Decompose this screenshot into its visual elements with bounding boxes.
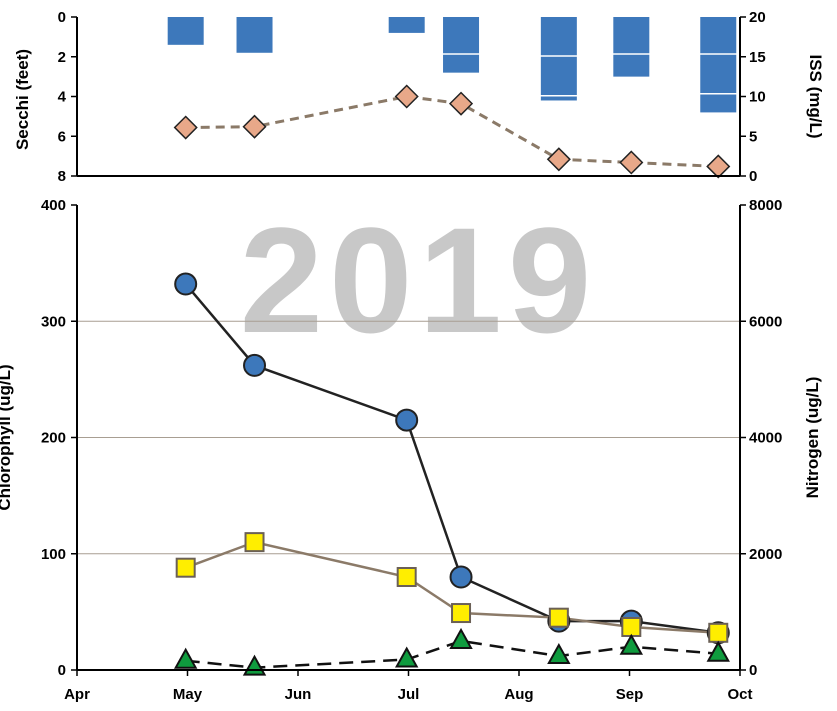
secchi-tick-label: 8: [58, 168, 66, 185]
square-point: [621, 616, 642, 637]
iss-point: [242, 114, 267, 139]
secchi-bar: [540, 96, 577, 101]
month-tick-label: Jul: [398, 686, 420, 703]
secchi-tick-label: 4: [58, 89, 67, 106]
chl-axis-label: Chlorophyll (ug/L): [0, 364, 14, 510]
square-point: [451, 603, 472, 624]
square-point: [708, 622, 729, 643]
month-tick-label: Apr: [64, 686, 90, 703]
month-tick-label: Aug: [504, 686, 533, 703]
secchi-bar: [700, 94, 737, 113]
n-tick-label: 4000: [749, 430, 782, 447]
chl-tick-label: 200: [41, 430, 66, 447]
circle-point: [449, 565, 473, 589]
triangle-point: [173, 647, 198, 669]
n-tick-label: 0: [749, 662, 757, 679]
month-tick-label: Sep: [616, 686, 644, 703]
secchi-bar: [443, 54, 480, 73]
secchi-bar: [236, 17, 273, 53]
triangle-point: [619, 633, 644, 655]
square-point: [175, 557, 196, 578]
secchi-bar: [540, 17, 577, 56]
iss-tick-label: 0: [749, 168, 757, 185]
month-tick-label: May: [173, 686, 203, 703]
secchi-bar: [388, 17, 425, 33]
circle-point: [243, 353, 267, 377]
n-axis-label: Nitrogen (ug/L): [803, 377, 822, 499]
chl-tick-label: 100: [41, 546, 66, 563]
month-tick-label: Oct: [727, 686, 752, 703]
chl-tick-label: 300: [41, 313, 66, 330]
iss-tick-label: 10: [749, 89, 766, 106]
iss-line: [185, 94, 719, 168]
year-watermark: 2019: [240, 196, 598, 364]
secchi-bar: [167, 17, 204, 45]
iss-point: [546, 147, 571, 172]
secchi-bar: [700, 54, 737, 94]
iss-point: [706, 154, 731, 179]
square-point: [548, 607, 569, 628]
n-tick-label: 2000: [749, 546, 782, 563]
circle-point: [395, 408, 419, 432]
iss-tick-label: 5: [749, 128, 757, 145]
secchi-bar: [613, 54, 650, 77]
iss-point: [173, 115, 198, 140]
iss-axis-label: ISS (mg/L): [806, 54, 825, 138]
secchi-tick-label: 2: [58, 49, 66, 66]
iss-point: [394, 84, 419, 109]
triangle-point: [449, 627, 473, 649]
square-point: [244, 532, 265, 553]
iss-point: [448, 91, 474, 116]
secchi-tick-label: 0: [58, 9, 66, 26]
triangle-point: [706, 640, 730, 662]
iss-point: [619, 150, 644, 175]
square-point: [396, 567, 417, 587]
iss-tick-label: 15: [749, 49, 766, 66]
triangle-point: [394, 646, 419, 668]
secchi-tick-label: 6: [58, 128, 66, 145]
triangle-point: [547, 642, 571, 665]
secchi-bar: [540, 56, 577, 95]
iss-tick-label: 20: [749, 9, 766, 26]
triangle-point: [242, 654, 267, 676]
n-tick-label: 6000: [749, 313, 782, 330]
secchi-axis-label: Secchi (feet): [13, 49, 32, 150]
secchi-bar: [443, 17, 480, 54]
chl-tick-label: 400: [41, 197, 66, 214]
chl-tick-label: 0: [58, 662, 66, 679]
month-tick-label: Jun: [285, 686, 312, 703]
n-tick-label: 8000: [749, 197, 782, 214]
secchi-bar: [700, 17, 737, 54]
secchi-bar: [613, 17, 650, 54]
circle-point: [174, 272, 198, 296]
